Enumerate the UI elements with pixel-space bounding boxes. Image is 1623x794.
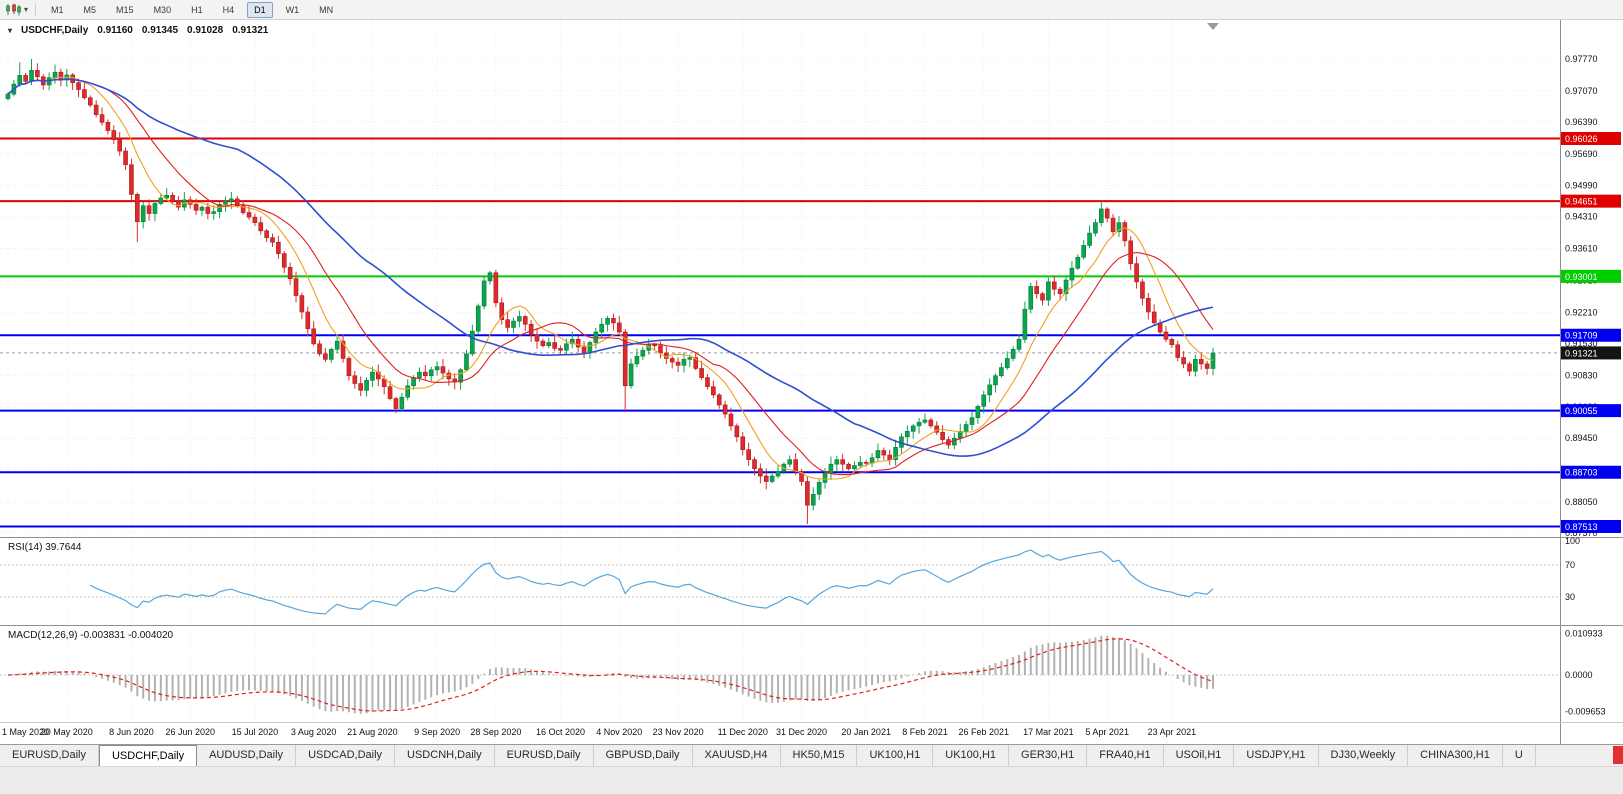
svg-text:0.89450: 0.89450 xyxy=(1565,433,1598,443)
tab-ger30-h1[interactable]: GER30,H1 xyxy=(1009,745,1088,766)
svg-text:0.87513: 0.87513 xyxy=(1565,522,1598,532)
tab-usdcad-daily[interactable]: USDCAD,Daily xyxy=(296,745,396,766)
tab-china300-h1[interactable]: CHINA300,H1 xyxy=(1408,745,1503,766)
timeframe-h1[interactable]: H1 xyxy=(191,4,203,15)
svg-text:0.97770: 0.97770 xyxy=(1565,54,1598,64)
tab-xauusd-h4[interactable]: XAUUSD,H4 xyxy=(692,745,781,766)
svg-text:0.93001: 0.93001 xyxy=(1565,272,1598,282)
tab-usoil-h1[interactable]: USOil,H1 xyxy=(1163,745,1235,766)
svg-text:5 Apr 2021: 5 Apr 2021 xyxy=(1085,727,1129,737)
tab-usdchf-daily[interactable]: USDCHF,Daily xyxy=(98,745,198,766)
svg-text:0.91321: 0.91321 xyxy=(1565,348,1598,358)
tab-usdjpy-h1[interactable]: USDJPY,H1 xyxy=(1234,745,1319,766)
svg-text:26 Jun 2020: 26 Jun 2020 xyxy=(165,727,215,737)
tab-eurusd-daily[interactable]: EURUSD,Daily xyxy=(494,745,594,766)
tab-fra40-h1[interactable]: FRA40,H1 xyxy=(1087,745,1164,766)
svg-text:1 May 2020: 1 May 2020 xyxy=(2,727,49,737)
svg-text:11 Dec 2020: 11 Dec 2020 xyxy=(718,727,768,737)
ohlc-open: 0.91160 xyxy=(97,25,133,36)
svg-text:28 Sep 2020: 28 Sep 2020 xyxy=(470,727,521,737)
svg-text:20 May 2020: 20 May 2020 xyxy=(41,727,93,737)
tab-gbpusd-daily[interactable]: GBPUSD,Daily xyxy=(593,745,693,766)
tab-hk50-m15[interactable]: HK50,M15 xyxy=(780,745,858,766)
svg-text:0.010933: 0.010933 xyxy=(1565,628,1603,638)
chart-title: ▾ USDCHF,Daily 0.91160 0.91345 0.91028 0… xyxy=(8,25,268,36)
svg-text:31 Dec 2020: 31 Dec 2020 xyxy=(776,727,827,737)
tab-usdcnh-daily[interactable]: USDCNH,Daily xyxy=(395,745,495,766)
chart-type-icon[interactable] xyxy=(4,3,22,17)
svg-text:23 Nov 2020: 23 Nov 2020 xyxy=(653,727,704,737)
svg-text:23 Apr 2021: 23 Apr 2021 xyxy=(1148,727,1197,737)
svg-text:0.88703: 0.88703 xyxy=(1565,468,1598,478)
svg-text:26 Feb 2021: 26 Feb 2021 xyxy=(958,727,1009,737)
svg-text:9 Sep 2020: 9 Sep 2020 xyxy=(414,727,460,737)
timeframe-m30[interactable]: M30 xyxy=(153,4,172,15)
timeframe-bar: M1 M5 M15 M30 H1 H4 D1 W1 MN xyxy=(44,1,340,18)
svg-text:0.95690: 0.95690 xyxy=(1565,149,1598,159)
svg-text:4 Nov 2020: 4 Nov 2020 xyxy=(596,727,642,737)
timeframe-mn[interactable]: MN xyxy=(319,4,334,15)
chart-context-icon[interactable]: ▾ xyxy=(8,26,13,35)
svg-text:0.96390: 0.96390 xyxy=(1565,117,1598,127)
svg-text:0.93610: 0.93610 xyxy=(1565,244,1598,254)
svg-text:17 Mar 2021: 17 Mar 2021 xyxy=(1023,727,1074,737)
svg-text:16 Oct 2020: 16 Oct 2020 xyxy=(536,727,585,737)
chart-type-dropdown-icon[interactable]: ▾ xyxy=(24,5,29,14)
svg-text:0.87370: 0.87370 xyxy=(1565,528,1598,538)
timeframe-w1[interactable]: W1 xyxy=(285,4,300,15)
svg-text:0.97070: 0.97070 xyxy=(1565,86,1598,96)
bottom-tabs: EURUSD,Daily USDCHF,Daily AUDUSD,Daily USDC… xyxy=(0,744,1623,766)
svg-text:3 Aug 2020: 3 Aug 2020 xyxy=(291,727,337,737)
chart-canvas[interactable]: 0.97770 0.97070 0.96390 0.95690 0.94990 0.943… xyxy=(0,20,1623,744)
toolbar-separator xyxy=(35,3,37,16)
svg-text:0.91530: 0.91530 xyxy=(1565,338,1598,348)
tab-dj30-weekly[interactable]: DJ30,Weekly xyxy=(1318,745,1409,766)
svg-text:20 Jan 2021: 20 Jan 2021 xyxy=(841,727,891,737)
tab-scroll-indicator[interactable] xyxy=(1613,746,1623,764)
macd-label: MACD(12,26,9) -0.003831 -0.004020 xyxy=(8,630,174,641)
timeframe-m1[interactable]: M1 xyxy=(51,4,64,15)
svg-text:0.91709: 0.91709 xyxy=(1565,331,1598,341)
svg-text:0.90830: 0.90830 xyxy=(1565,370,1598,380)
svg-text:0.96026: 0.96026 xyxy=(1565,134,1598,144)
rsi-label: RSI(14) 39.7644 xyxy=(8,542,82,553)
tab-audusd-daily[interactable]: AUDUSD,Daily xyxy=(197,745,297,766)
tab-u[interactable]: U xyxy=(1502,745,1536,766)
status-bar xyxy=(0,766,1623,794)
svg-text:0.94310: 0.94310 xyxy=(1565,212,1598,222)
svg-text:0.92210: 0.92210 xyxy=(1565,307,1598,317)
svg-text:21 Aug 2020: 21 Aug 2020 xyxy=(347,727,398,737)
svg-text:0.94651: 0.94651 xyxy=(1565,197,1598,207)
top-toolbar: ▾ M1 M5 M15 M30 H1 H4 D1 W1 MN xyxy=(0,0,1623,20)
svg-text:30: 30 xyxy=(1565,592,1575,602)
svg-text:0.88050: 0.88050 xyxy=(1565,497,1598,507)
timeframe-d1[interactable]: D1 xyxy=(247,1,273,18)
timeframe-h4[interactable]: H4 xyxy=(222,4,235,15)
svg-text:70: 70 xyxy=(1565,560,1575,570)
svg-text:0.0000: 0.0000 xyxy=(1565,670,1593,680)
ohlc-low: 0.91028 xyxy=(187,25,224,36)
svg-text:0.94990: 0.94990 xyxy=(1565,181,1598,191)
tab-uk100-h1[interactable]: UK100,H1 xyxy=(933,745,1010,766)
svg-text:0.90055: 0.90055 xyxy=(1565,406,1598,416)
svg-text:8 Feb 2021: 8 Feb 2021 xyxy=(902,727,948,737)
svg-text:15 Jul 2020: 15 Jul 2020 xyxy=(232,727,279,737)
ohlc-close: 0.91321 xyxy=(232,25,269,36)
svg-text:100: 100 xyxy=(1565,536,1580,546)
svg-text:8 Jun 2020: 8 Jun 2020 xyxy=(109,727,154,737)
svg-text:-0.009653: -0.009653 xyxy=(1565,707,1606,717)
chart-symbol-label: USDCHF,Daily xyxy=(21,25,89,36)
timeframe-m5[interactable]: M5 xyxy=(83,4,97,15)
tab-eurusd-daily[interactable]: EURUSD,Daily xyxy=(0,745,99,766)
timeframe-m15[interactable]: M15 xyxy=(116,4,134,15)
tab-uk100-h1[interactable]: UK100,H1 xyxy=(857,745,934,766)
ohlc-high: 0.91345 xyxy=(141,25,179,36)
